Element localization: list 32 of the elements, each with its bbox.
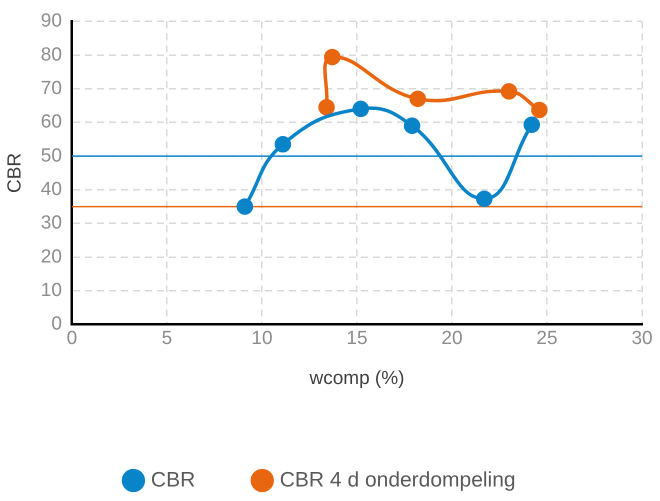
point bbox=[404, 118, 420, 134]
x-tick-label: 5 bbox=[162, 328, 172, 350]
point bbox=[476, 190, 493, 208]
point bbox=[324, 48, 341, 66]
point bbox=[352, 100, 370, 118]
y-tick-label: 80 bbox=[40, 44, 62, 66]
y-tick-label: 70 bbox=[40, 78, 62, 99]
y-tick-label: 30 bbox=[40, 212, 62, 234]
x-axis-title: wcomp (%) bbox=[308, 368, 404, 389]
x-tick-label: 20 bbox=[441, 328, 463, 350]
y-tick-label: 50 bbox=[40, 145, 62, 166]
x-tick-label: 30 bbox=[631, 328, 653, 350]
point bbox=[274, 136, 292, 153]
point bbox=[410, 90, 426, 108]
y-tick-label: 20 bbox=[40, 246, 62, 268]
x-tick-label: 25 bbox=[536, 328, 558, 350]
y-tick-label: 0 bbox=[51, 314, 62, 335]
legend-label: CBR 4 d onderdompeling bbox=[280, 468, 516, 492]
y-tick-label: 40 bbox=[40, 178, 62, 200]
x-tick-label: 15 bbox=[346, 328, 368, 350]
point bbox=[318, 99, 335, 116]
y-tick-label: 10 bbox=[40, 280, 62, 301]
x-tick-label: 0 bbox=[66, 328, 78, 350]
y-tick-label: 60 bbox=[40, 112, 62, 133]
point bbox=[531, 102, 548, 118]
legend-label: CBR bbox=[150, 468, 196, 492]
x-tick-label: 10 bbox=[251, 328, 273, 350]
point bbox=[500, 83, 518, 100]
y-tick-label: 90 bbox=[40, 10, 62, 32]
y-axis-title: CBR bbox=[4, 152, 26, 193]
point bbox=[236, 198, 254, 215]
point bbox=[524, 116, 540, 134]
